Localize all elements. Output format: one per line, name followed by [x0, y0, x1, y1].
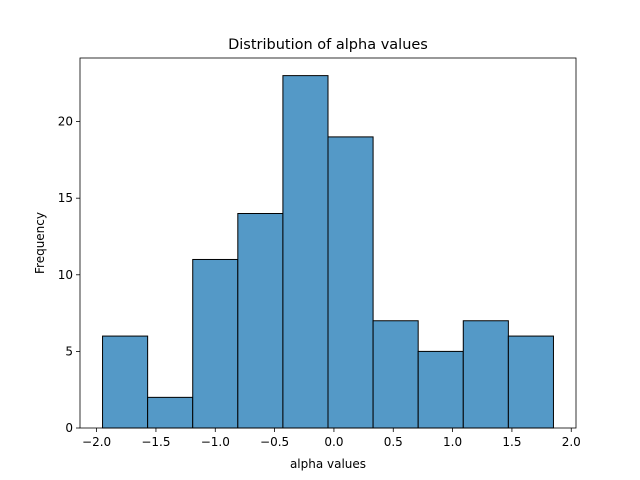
- y-tick-label: 20: [58, 115, 73, 129]
- histogram-bar: [327, 136, 374, 429]
- y-tick-label: 15: [58, 191, 73, 205]
- histogram-bar: [102, 335, 149, 429]
- plot-frame: [79, 57, 577, 429]
- histogram-bar: [462, 320, 509, 429]
- histogram-bar: [147, 396, 194, 429]
- x-tick-label: 1.5: [502, 435, 521, 449]
- histogram-bar: [282, 75, 329, 429]
- histogram-bar: [237, 213, 284, 429]
- y-tick-label: 10: [58, 268, 73, 282]
- x-tick-label: 0.0: [324, 435, 343, 449]
- histogram-bar: [417, 350, 464, 429]
- x-axis-ticks: −2.0 −1.5 −1.0 −0.5 0.0 0.5 1.0 1.5 2.0: [82, 428, 581, 449]
- x-axis-label: alpha values: [290, 457, 366, 471]
- histogram-bar: [507, 335, 554, 429]
- y-axis-label: Frequency: [33, 212, 47, 274]
- x-tick-label: −0.5: [260, 435, 289, 449]
- histogram-bar: [372, 320, 419, 429]
- chart-title: Distribution of alpha values: [228, 37, 428, 53]
- y-tick-label: 0: [65, 421, 73, 435]
- y-tick-label: 5: [65, 344, 73, 358]
- x-tick-label: −1.5: [141, 435, 170, 449]
- histogram-bar: [192, 258, 239, 429]
- y-axis-ticks: 0 5 10 15 20: [58, 115, 80, 435]
- bars-group: [102, 75, 554, 429]
- x-tick-label: −1.0: [201, 435, 230, 449]
- x-tick-label: 0.5: [384, 435, 403, 449]
- x-tick-label: 2.0: [562, 435, 581, 449]
- x-tick-label: 1.0: [443, 435, 462, 449]
- x-tick-label: −2.0: [82, 435, 111, 449]
